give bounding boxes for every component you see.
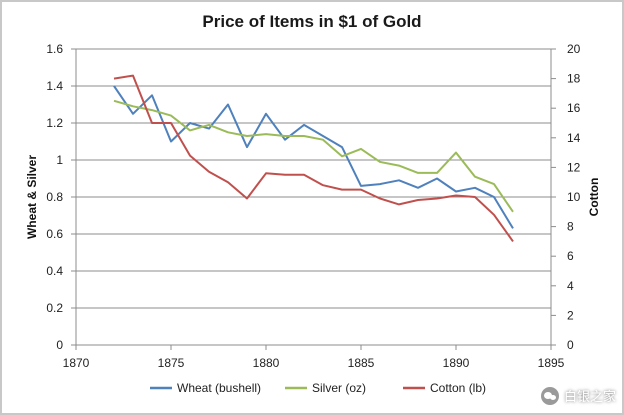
x-tick-label: 1880 [253,356,280,370]
y-left-tick-label: 0.2 [46,301,63,315]
x-tick-label: 1875 [158,356,185,370]
x-tick-label: 1885 [348,356,375,370]
y-right-tick-label: 4 [567,279,574,293]
y-left-tick-label: 1 [56,153,63,167]
y-left-tick-label: 0.8 [46,190,63,204]
y-right-tick-label: 12 [567,160,581,174]
x-tick-label: 1870 [63,356,90,370]
legend-label-3: Cotton (lb) [430,381,486,395]
axes: 0 0.2 0.4 0.6 0.8 1 1.2 1.4 1.6 0 2 4 6 8 10 12 14 16 18 20… [25,42,601,370]
y-left-tick-label: 0.4 [46,264,63,278]
series-line-3 [113,74,514,242]
y-left-tick-label: 1.6 [46,42,63,56]
series-lines [113,74,514,242]
wechat-icon [540,386,559,405]
x-tick-label: 1890 [443,356,470,370]
watermark-text: 白银之家 [563,389,616,404]
y-right-tick-label: 2 [567,308,574,322]
y-right-tick-label: 16 [567,101,581,115]
series-line-2 [113,99,514,213]
y-left-tick-label: 0.6 [46,227,63,241]
chart-title: Price of Items in $1 of Gold [202,12,421,31]
watermark: 白银之家 [540,386,616,405]
y-right-tick-label: 10 [567,190,581,204]
gridlines [76,48,551,346]
legend: Wheat (bushell) Silver (oz) Cotton (lb) [150,381,486,395]
legend-label-2: Silver (oz) [312,381,366,395]
legend-label-1: Wheat (bushell) [177,381,261,395]
y-left-axis-title: Wheat & Silver [25,155,39,239]
y-left-tick-label: 1.4 [46,79,63,93]
y-right-tick-label: 18 [567,72,581,86]
y-right-axis-title: Cotton [587,178,601,217]
y-right-tick-label: 14 [567,131,581,145]
y-right-tick-label: 6 [567,249,574,263]
y-left-tick-label: 0 [56,338,63,352]
x-tick-label: 1895 [538,356,565,370]
series-line-1 [113,85,514,229]
y-left-tick-label: 1.2 [46,116,63,130]
y-right-tick-label: 8 [567,220,574,234]
y-right-tick-label: 0 [567,338,574,352]
y-right-tick-label: 20 [567,42,581,56]
